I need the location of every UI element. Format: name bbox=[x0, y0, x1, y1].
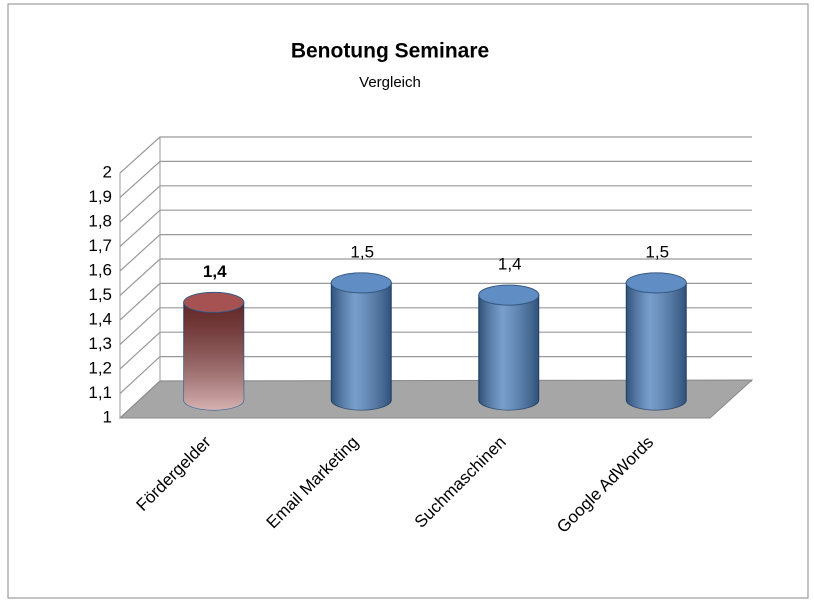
value-label: 1,4 bbox=[498, 255, 522, 274]
y-tick-label: 1,8 bbox=[88, 211, 112, 230]
cylinder-shade bbox=[331, 282, 392, 410]
value-label: 1,4 bbox=[203, 262, 227, 281]
cylinder-top bbox=[183, 291, 245, 313]
cylinder-shade bbox=[478, 295, 539, 410]
y-tick-label: 1,2 bbox=[88, 358, 112, 377]
value-label: 1,5 bbox=[645, 242, 669, 261]
y-tick-label: 1,9 bbox=[88, 187, 112, 206]
cylinder-top-shade bbox=[478, 285, 539, 306]
y-tick-label: 1,3 bbox=[88, 334, 112, 353]
value-label: 1,5 bbox=[350, 242, 374, 261]
floor bbox=[118, 379, 754, 419]
chart-frame bbox=[7, 3, 809, 599]
cylinder-top bbox=[478, 284, 540, 306]
cylinder-top bbox=[625, 272, 687, 294]
y-tick-label: 1,7 bbox=[88, 236, 112, 255]
bar bbox=[183, 291, 245, 411]
cylinder-top-shade bbox=[626, 272, 687, 293]
y-tick-label: 1,5 bbox=[88, 285, 112, 304]
chart-title: Benotung Seminare bbox=[291, 40, 489, 63]
y-tick-label: 1,6 bbox=[88, 260, 112, 279]
bar bbox=[330, 272, 392, 411]
cylinder-shade bbox=[183, 302, 244, 410]
bar bbox=[478, 284, 540, 411]
chart-subtitle: Vergleich bbox=[359, 74, 421, 91]
y-tick-label: 1,4 bbox=[88, 309, 112, 328]
bar bbox=[625, 272, 687, 411]
y-tick-label: 1,1 bbox=[88, 383, 112, 402]
cylinder-shade bbox=[626, 282, 687, 410]
cylinder-top bbox=[330, 272, 392, 294]
cylinder-top-shade bbox=[331, 272, 392, 293]
y-tick-label: 1 bbox=[103, 407, 112, 426]
y-tick-label: 2 bbox=[103, 162, 112, 181]
cylinder-top-shade bbox=[183, 292, 244, 313]
